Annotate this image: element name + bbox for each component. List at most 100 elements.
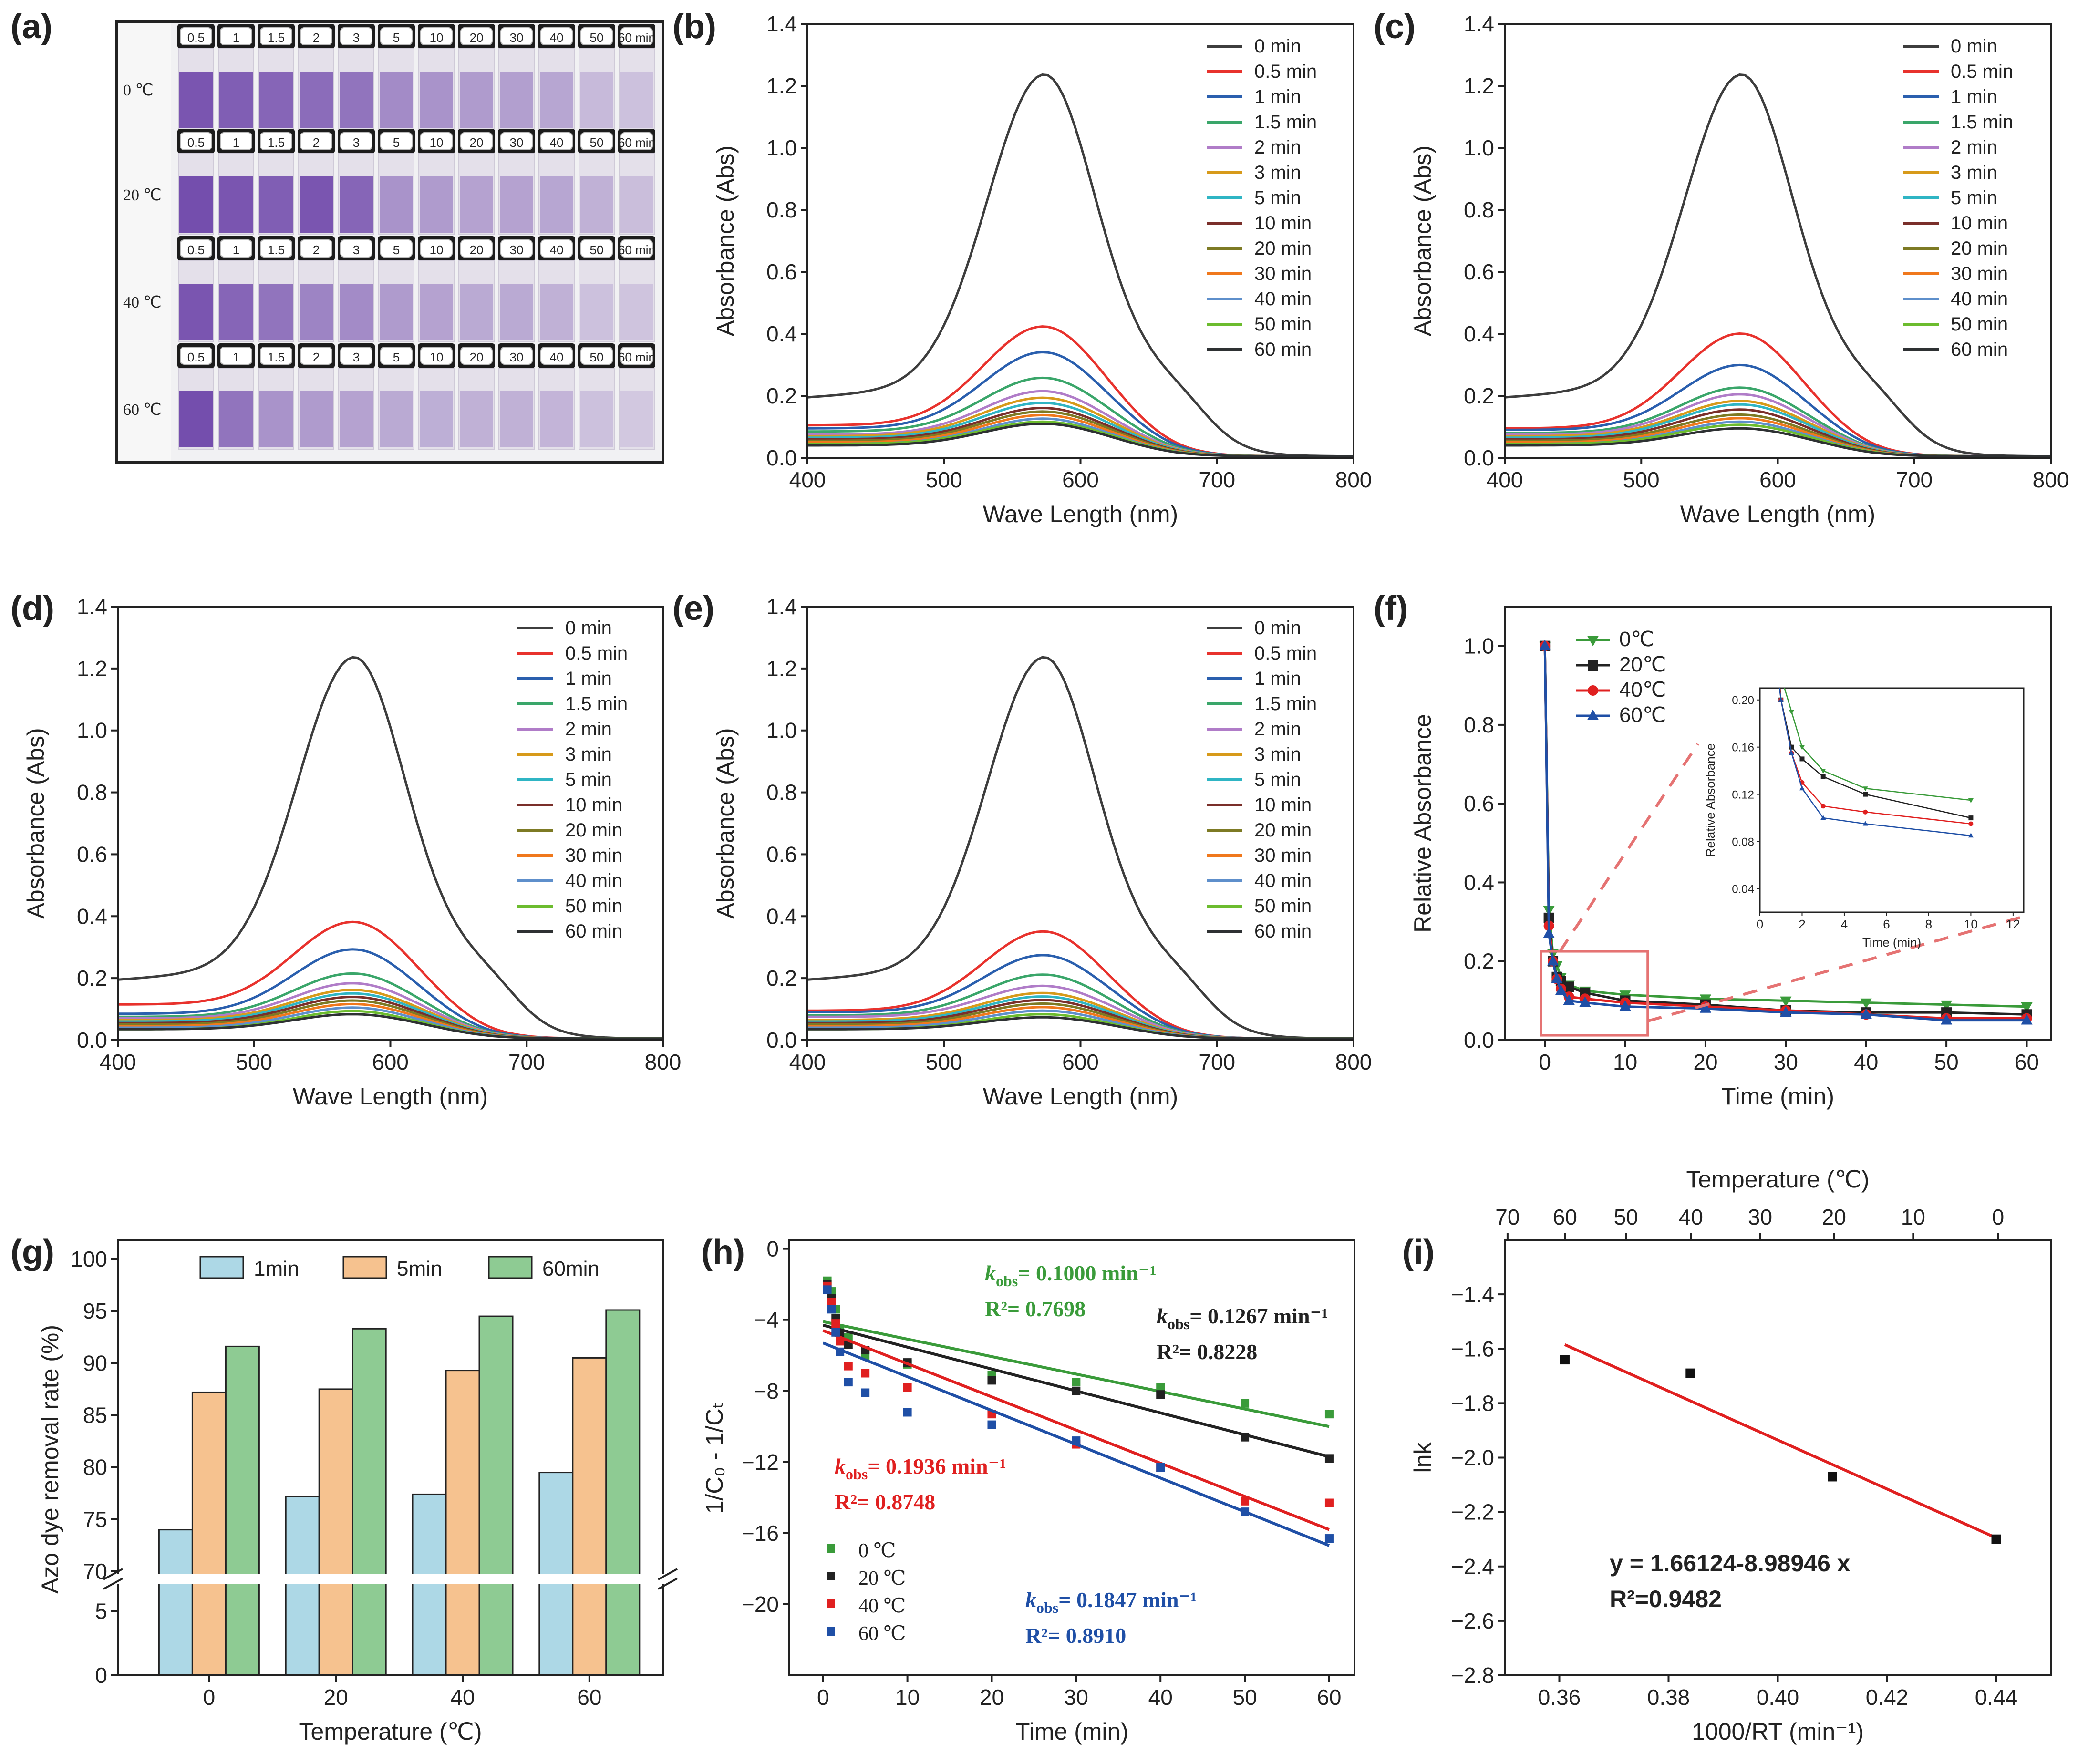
data-point bbox=[1685, 1368, 1695, 1378]
x-tick-label: 600 bbox=[1062, 467, 1099, 492]
y-tick-label: 0.8 bbox=[766, 197, 797, 222]
vial-label-box bbox=[180, 347, 212, 365]
x-tick-label: 20 bbox=[1693, 1050, 1717, 1074]
vial-row: 60 ℃ 0.5 1 1.5 2 3 5 10 20 30 40 50 60 min bbox=[123, 343, 655, 450]
series-line-60-min bbox=[1505, 427, 2051, 458]
y-tick-label: 0.6 bbox=[77, 842, 107, 867]
vial-label: 50 bbox=[590, 243, 604, 257]
y-tick-label: 1.4 bbox=[766, 11, 797, 36]
vial-label: 5 bbox=[393, 243, 400, 257]
data-point bbox=[844, 1378, 853, 1387]
panel-label-d: (d) bbox=[10, 589, 54, 628]
chart-i: 0.36 0.38 0.40 0.42 0.44 −1.4 −1.6 −1.8 −2.0 −2.2… bbox=[1409, 1166, 2052, 1745]
inset-series-line bbox=[1779, 688, 1971, 819]
vial-label-box bbox=[620, 239, 653, 258]
y-tick-label: 80 bbox=[83, 1455, 107, 1480]
vial-glass bbox=[579, 48, 615, 130]
k-subscript: obs bbox=[1036, 1599, 1058, 1616]
x-tick-label: 500 bbox=[926, 1050, 962, 1074]
x-tick-label: 400 bbox=[789, 1050, 826, 1074]
vial-label-box bbox=[580, 132, 613, 150]
r2-annotation: R²= 0.8910 bbox=[1025, 1623, 1126, 1648]
zoom-box bbox=[1540, 950, 1649, 1037]
vial-solution bbox=[580, 176, 613, 233]
row-temperature-label: 60 ℃ bbox=[123, 401, 162, 419]
vial-label-box bbox=[420, 132, 453, 150]
break-mark bbox=[103, 1568, 123, 1580]
marker-triangle-up bbox=[1551, 972, 1563, 983]
legend-label: 0 min bbox=[1951, 36, 1997, 57]
vial-label: 1.5 bbox=[268, 350, 285, 364]
x-tick-label: 700 bbox=[1199, 467, 1235, 492]
series-line-60-min bbox=[118, 1013, 663, 1040]
legend-label: 2 min bbox=[1951, 137, 1997, 158]
y-tick-label: 0.0 bbox=[1464, 445, 1494, 470]
vial-label: 40 bbox=[550, 243, 564, 257]
vial-label: 1 bbox=[233, 350, 239, 364]
y-tick-label: 1.2 bbox=[766, 656, 797, 681]
vial-label: 1.5 bbox=[268, 31, 285, 45]
vial-label: 30 bbox=[510, 350, 524, 364]
vial-label-box bbox=[500, 132, 533, 150]
y-tick-label: −4 bbox=[754, 1308, 779, 1332]
vial-glass bbox=[378, 260, 414, 342]
y-tick-label: 0.2 bbox=[1464, 949, 1494, 974]
vial-label-box bbox=[180, 27, 212, 45]
fit-equation: y = 1.66124-8.98946 x bbox=[1610, 1550, 1851, 1577]
series-line-0-min bbox=[1504, 73, 2051, 458]
vial-solution bbox=[179, 391, 213, 447]
vial-label: 60 min bbox=[618, 31, 655, 45]
series-line-60-min bbox=[807, 1016, 1354, 1040]
x-tick-label: 20 bbox=[980, 1685, 1004, 1710]
marker-circle bbox=[1820, 804, 1826, 809]
marker-triangle-up bbox=[2021, 1014, 2033, 1025]
y-axis-label: lnk bbox=[1409, 1442, 1436, 1473]
y-tick-label: 0.4 bbox=[77, 904, 107, 928]
vial-label: 0.5 bbox=[187, 135, 205, 150]
inset-y-tick-label: 0.04 bbox=[1732, 883, 1754, 896]
legend-label: 1.5 min bbox=[1951, 112, 2013, 133]
x-tick-label: 600 bbox=[372, 1050, 409, 1074]
zoom-connector bbox=[1559, 743, 1699, 952]
legend-label: 0 min bbox=[565, 618, 612, 639]
vial-glass bbox=[458, 260, 495, 342]
r2-annotation: R²= 0.8228 bbox=[1157, 1340, 1257, 1364]
x-tick-label: 30 bbox=[1064, 1685, 1088, 1710]
break-mark bbox=[658, 1568, 678, 1580]
data-point bbox=[1324, 1410, 1334, 1419]
legend-label: 40 min bbox=[1254, 870, 1312, 891]
vial-solution bbox=[300, 284, 333, 340]
vial-row: 40 ℃ 0.5 1 1.5 2 3 5 10 20 30 40 50 60 min bbox=[123, 236, 655, 342]
x-tick-label: 0 bbox=[203, 1685, 216, 1710]
vial-solution bbox=[340, 72, 373, 128]
vial-row: 0 ℃ 0.5 1 1.5 2 3 5 10 20 30 40 50 60 min bbox=[123, 24, 655, 130]
legend-label: 20℃ bbox=[1619, 653, 1666, 676]
vial-label-box bbox=[380, 132, 413, 150]
y-tick-label: 95 bbox=[83, 1299, 107, 1323]
marker-triangle-up bbox=[1820, 815, 1826, 820]
legend-label: 30 min bbox=[1254, 263, 1312, 284]
vial-solution bbox=[219, 391, 253, 447]
y-tick-label: 0.2 bbox=[766, 383, 797, 408]
vial-solution bbox=[380, 391, 413, 447]
vial-glass bbox=[619, 368, 655, 450]
legend-label: 3 min bbox=[565, 744, 612, 765]
legend-label: 3 min bbox=[1254, 744, 1301, 765]
legend-label: 50 min bbox=[1951, 314, 2008, 335]
top-tick-label: 0 bbox=[1992, 1205, 2005, 1229]
vial-label-box bbox=[380, 27, 413, 45]
axis-break-gap bbox=[103, 1574, 677, 1584]
marker-triangle-up bbox=[1778, 697, 1784, 702]
y-tick-label: 0 bbox=[95, 1663, 107, 1688]
legend-label: 60 min bbox=[1951, 339, 2008, 360]
top-tick-label: 10 bbox=[1901, 1205, 1925, 1229]
y-tick-label: −2.0 bbox=[1451, 1445, 1494, 1470]
inset-x-tick-label: 0 bbox=[1757, 917, 1763, 931]
vial-label-box bbox=[460, 132, 493, 150]
x-axis-label: Time (min) bbox=[1015, 1718, 1128, 1745]
marker-triangle-up bbox=[1579, 996, 1591, 1007]
vial-glass bbox=[579, 153, 615, 235]
vial-solution bbox=[420, 391, 453, 447]
marker-triangle-up bbox=[1768, 615, 1773, 619]
x-tick-label: 30 bbox=[1774, 1050, 1798, 1074]
